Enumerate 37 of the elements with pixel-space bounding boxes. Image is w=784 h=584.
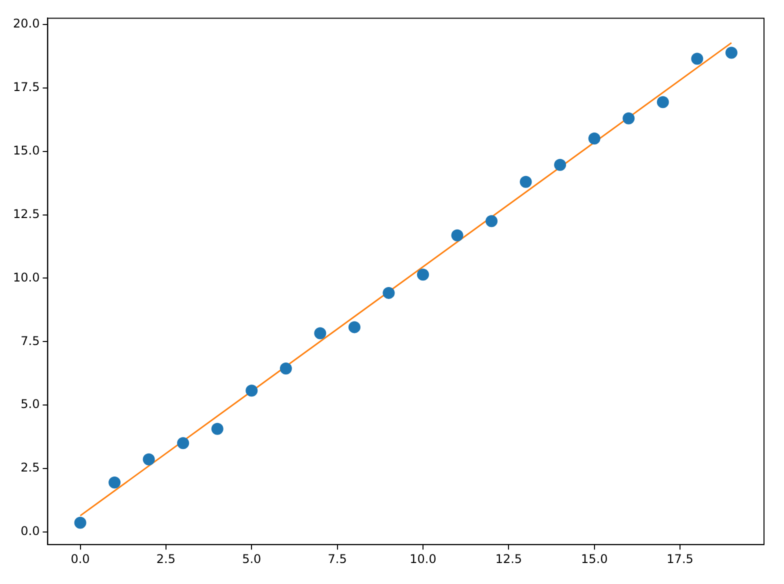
y-tick-label: 15.0: [13, 144, 40, 158]
x-tick-label: 5.0: [242, 552, 262, 566]
point: [280, 362, 292, 375]
x-tick-label: 10.0: [410, 552, 436, 566]
point: [520, 176, 532, 188]
point: [142, 453, 155, 466]
point: [246, 384, 258, 397]
point: [725, 46, 738, 59]
point: [74, 516, 86, 529]
point: [554, 158, 566, 171]
y-tick-label: 12.5: [13, 206, 40, 221]
point: [656, 96, 669, 108]
y-tick-label: 2.5: [20, 460, 40, 475]
point: [382, 286, 395, 299]
point: [108, 476, 121, 488]
point: [622, 112, 635, 124]
point: [451, 229, 464, 242]
point: [348, 321, 360, 334]
point: [588, 132, 600, 144]
point: [177, 437, 190, 450]
x-tick-label: 2.5: [156, 552, 176, 566]
x-tick-label: 7.5: [328, 552, 347, 566]
point: [416, 268, 429, 281]
x-tick-label: 12.5: [495, 552, 522, 566]
point: [486, 215, 498, 228]
y-tick-label: 5.0: [20, 397, 40, 412]
y-tick-label: 7.5: [20, 334, 40, 348]
x-tick-label: 15.0: [580, 552, 608, 566]
x-tick-label: 17.5: [666, 552, 694, 566]
y-tick-label: 17.5: [13, 80, 40, 94]
point: [691, 52, 704, 65]
y-tick-label: 10.0: [13, 270, 40, 284]
y-tick-label: 20.0: [13, 16, 40, 31]
point: [211, 422, 224, 435]
y-tick-label: 0.0: [20, 524, 40, 538]
point: [314, 327, 326, 340]
x-tick-label: 0.0: [70, 552, 90, 566]
